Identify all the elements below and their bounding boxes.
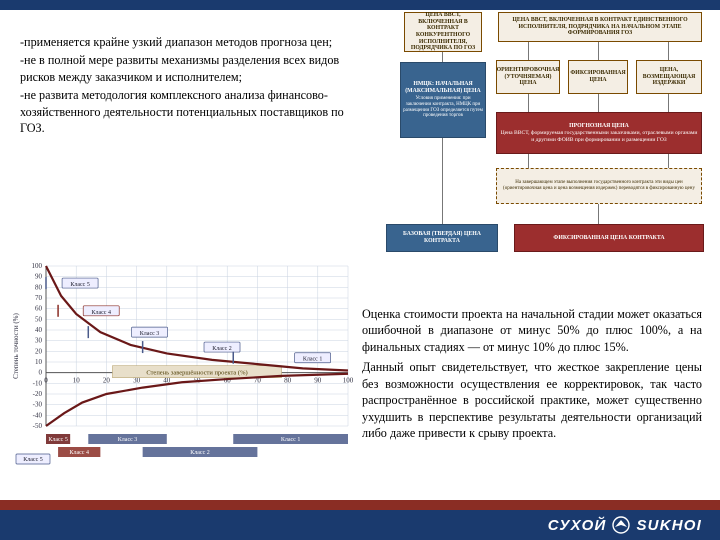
para-2: Данный опыт свидетельствует, что жесткое… [362,359,702,441]
svg-text:80: 80 [284,377,292,385]
connector [598,94,599,112]
content-area: -применяется крайне узкий диапазон метод… [0,10,720,500]
svg-text:30: 30 [35,337,43,345]
svg-text:Класс 5: Класс 5 [23,457,43,463]
chart-svg: -50-40-30-20-100102030405060708090100010… [8,260,356,508]
connector [528,42,529,60]
svg-text:10: 10 [73,377,81,385]
svg-text:90: 90 [35,273,43,281]
top-bar [0,0,720,10]
svg-text:Класс 4: Класс 4 [69,450,89,456]
paragraph-block: Оценка стоимости проекта на начальной ст… [362,306,702,446]
connector [528,154,529,168]
bullet-3: -не развита методология комплексного ана… [20,87,362,136]
flow-box-top-right: ЦЕНА ВВСТ, ВКЛЮЧЕННАЯ В КОНТРАКТ ЕДИНСТВ… [498,12,702,42]
svg-text:-30: -30 [33,401,43,409]
flow-box-nmck: НМЦК: НАЧАЛЬНАЯ (МАКСИМАЛЬНАЯ) ЦЕНА Усло… [400,62,486,138]
svg-text:100: 100 [343,377,354,385]
accuracy-chart: -50-40-30-20-100102030405060708090100010… [8,260,356,508]
svg-text:Класс 2: Класс 2 [212,346,232,352]
connector [598,204,599,224]
connector [598,42,599,60]
footer-bar: СУХОЙ SUKHOI [0,510,720,540]
svg-text:Класс 4: Класс 4 [91,310,111,316]
svg-text:Класс 2: Класс 2 [190,450,210,456]
sukhoi-logo-icon [612,516,630,534]
svg-text:Класс 3: Класс 3 [140,331,160,337]
svg-text:0: 0 [39,369,43,377]
flow-box-reimb: ЦЕНА, ВОЗМЕЩАЮЩАЯ ИЗДЕРЖКИ [636,60,702,94]
connector [668,154,669,168]
svg-text:0: 0 [44,377,48,385]
svg-text:Степень точности (%): Степень точности (%) [12,313,20,379]
brand-en: SUKHOI [636,517,702,534]
svg-text:80: 80 [35,283,43,291]
footer: СУХОЙ SUKHOI [0,500,720,540]
price-flowchart: ЦЕНА ВВСТ, ВКЛЮЧЕННАЯ В КОНТРАКТ КОНКУРЕ… [370,12,710,292]
brand-ru: СУХОЙ [548,517,607,534]
flow-box-fixnote: На завершающем этапе выполнения государс… [496,168,702,204]
flow-box-fixed: ФИКСИРОВАННАЯ ЦЕНА [568,60,628,94]
svg-text:50: 50 [35,315,43,323]
svg-text:Класс 1: Класс 1 [303,357,323,363]
svg-text:40: 40 [35,326,43,334]
svg-text:-10: -10 [33,379,43,387]
footer-separator [0,500,720,510]
bullet-text-block: -применяется крайне узкий диапазон метод… [20,34,362,139]
svg-text:Класс 3: Класс 3 [118,437,138,443]
bullet-2: -не в полной мере развиты механизмы разд… [20,52,362,85]
svg-text:Класс 5: Класс 5 [48,437,68,443]
para-1: Оценка стоимости проекта на начальной ст… [362,306,702,355]
connector [528,94,529,112]
flow-box-base: БАЗОВАЯ (ТВЕРДАЯ) ЦЕНА КОНТРАКТА [386,224,498,252]
svg-text:100: 100 [32,262,43,270]
svg-text:-40: -40 [33,411,43,419]
flow-box-top-left: ЦЕНА ВВСТ, ВКЛЮЧЕННАЯ В КОНТРАКТ КОНКУРЕ… [404,12,482,52]
svg-text:Степень завершённости проекта: Степень завершённости проекта (%) [146,370,247,377]
svg-text:Класс 5: Класс 5 [70,282,90,288]
svg-text:70: 70 [35,294,43,302]
svg-text:10: 10 [35,358,43,366]
flow-box-orient: ОРИЕНТИРОВОЧНАЯ (УТОЧНЯЕМАЯ) ЦЕНА [496,60,560,94]
svg-text:-20: -20 [33,390,43,398]
svg-text:90: 90 [314,377,322,385]
connector [668,42,669,60]
svg-text:20: 20 [35,347,43,355]
svg-text:-50: -50 [33,422,43,430]
svg-text:60: 60 [35,305,43,313]
connector [442,138,443,224]
connector [442,52,443,62]
flow-box-prognoz: ПРОГНОЗНАЯ ЦЕНА Цена ВВСТ, формируемая г… [496,112,702,154]
svg-text:Класс 1: Класс 1 [281,437,301,443]
bullet-1: -применяется крайне узкий диапазон метод… [20,34,362,50]
svg-text:20: 20 [103,377,111,385]
flow-box-fixedcontract: ФИКСИРОВАННАЯ ЦЕНА КОНТРАКТА [514,224,704,252]
connector [668,94,669,112]
